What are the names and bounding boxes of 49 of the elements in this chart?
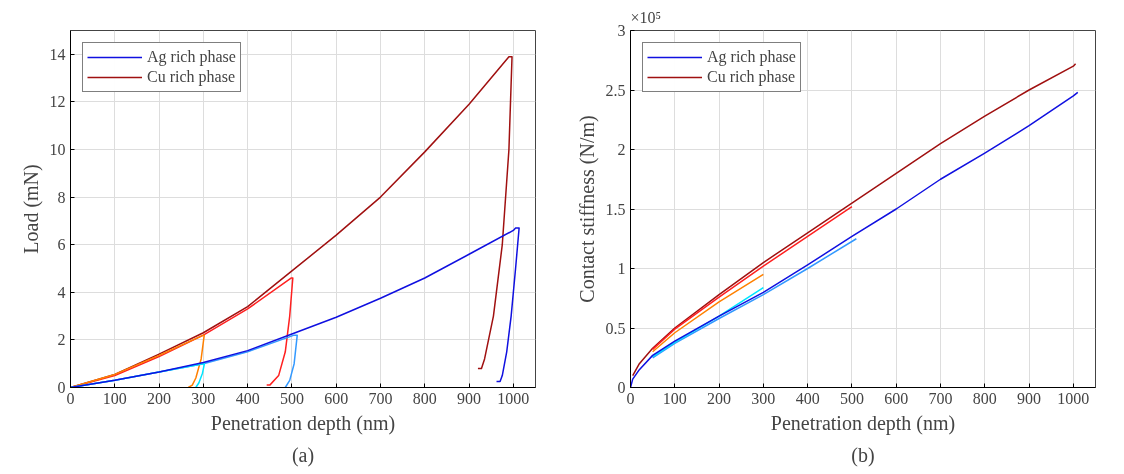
line-series — [70, 334, 205, 388]
x-tick-label: 600 — [884, 389, 909, 407]
y-axis-title: Load (mN) — [19, 164, 43, 254]
x-tick-label: 300 — [751, 389, 776, 407]
x-tick-label: 700 — [928, 389, 953, 407]
x-tick-label: 400 — [235, 389, 260, 407]
y-tick-label: 3 — [617, 22, 626, 39]
y-tick-label: 8 — [57, 188, 66, 206]
y-tick-label: 2.5 — [605, 81, 626, 99]
x-tick-label: 200 — [147, 389, 172, 407]
legend-label: Cu rich phase — [707, 68, 795, 86]
x-tick-label: 600 — [324, 389, 349, 407]
x-tick-label: 200 — [707, 389, 732, 407]
legend-label: Ag rich phase — [707, 48, 796, 66]
y-tick-label: 4 — [57, 283, 66, 301]
line-series — [651, 273, 765, 353]
legend-label: Ag rich phase — [147, 48, 236, 66]
text: ×10⁵ — [630, 8, 662, 26]
x-tick-label: 500 — [839, 389, 864, 407]
line-series — [651, 205, 853, 351]
x-tick-label: 900 — [1017, 389, 1042, 407]
x-tick-label: 300 — [191, 389, 216, 407]
x-tick-label: 800 — [972, 389, 997, 407]
y-tick-label: 2 — [617, 141, 626, 158]
y-tick-label: 12 — [49, 93, 66, 111]
y-tick-label: 1.5 — [605, 200, 626, 218]
x-axis-title: Penetration depth (nm) — [210, 411, 396, 435]
x-tick-label: 700 — [368, 389, 393, 407]
x-tick-label: 900 — [457, 389, 482, 407]
x-tick-label: 800 — [412, 389, 437, 407]
y-tick-label: 10 — [49, 141, 66, 158]
legend-label: Cu rich phase — [147, 68, 235, 86]
line-series — [651, 238, 858, 359]
y-axis-title: Contact stiffness (N/m) — [575, 115, 599, 303]
y-tick-label: 6 — [57, 236, 66, 254]
x-tick-label: 1000 — [1057, 389, 1090, 407]
text: (b) — [851, 443, 875, 467]
x-tick-label: 100 — [102, 389, 127, 407]
x-tick-label: 1000 — [497, 389, 530, 407]
x-axis-title: Penetration depth (nm) — [770, 411, 956, 435]
y-tick-label: 0.5 — [605, 319, 626, 337]
y-tick-label: 2 — [57, 331, 66, 349]
x-tick-label: 400 — [795, 389, 820, 407]
line-series — [651, 286, 765, 358]
x-tick-label: 100 — [662, 389, 687, 407]
text: (a) — [291, 443, 315, 467]
y-tick-label: 1 — [617, 260, 626, 277]
y-tick-label: 14 — [49, 45, 66, 63]
x-tick-label: 500 — [279, 389, 304, 407]
